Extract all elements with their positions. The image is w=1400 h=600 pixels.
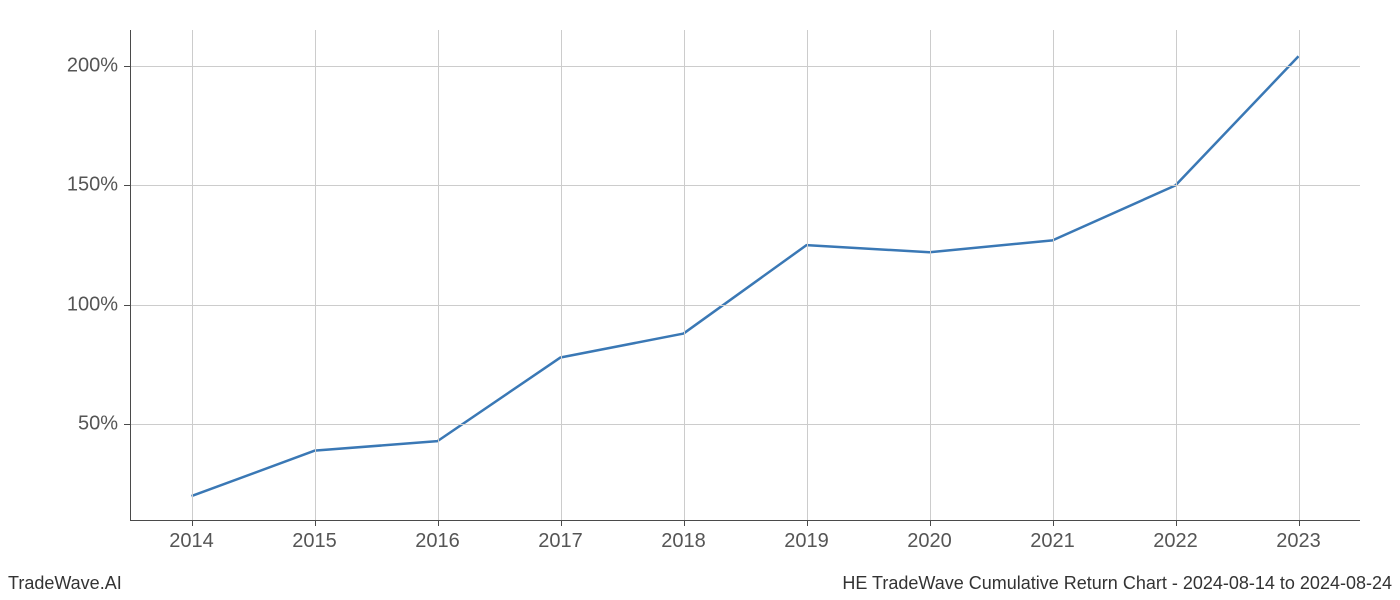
chart-container: TradeWave.AI HE TradeWave Cumulative Ret… — [0, 0, 1400, 600]
x-tick-label: 2019 — [784, 530, 829, 553]
y-tick-label: 50% — [78, 413, 118, 436]
plot-area — [130, 30, 1360, 520]
grid-line-horizontal — [130, 66, 1360, 67]
grid-line-vertical — [438, 30, 439, 520]
grid-line-vertical — [684, 30, 685, 520]
x-tick-label: 2018 — [661, 530, 706, 553]
x-tick-label: 2020 — [907, 530, 952, 553]
x-tick-label: 2022 — [1153, 530, 1198, 553]
grid-line-horizontal — [130, 424, 1360, 425]
y-tick-label: 100% — [67, 293, 118, 316]
x-tick-label: 2016 — [415, 530, 460, 553]
footer-brand: TradeWave.AI — [8, 573, 122, 594]
y-axis-spine — [130, 30, 131, 520]
grid-line-vertical — [1176, 30, 1177, 520]
grid-line-vertical — [930, 30, 931, 520]
grid-line-vertical — [192, 30, 193, 520]
grid-line-vertical — [315, 30, 316, 520]
grid-line-horizontal — [130, 185, 1360, 186]
x-tick-label: 2015 — [292, 530, 337, 553]
grid-line-vertical — [561, 30, 562, 520]
x-tick-label: 2017 — [538, 530, 583, 553]
x-tick-label: 2014 — [169, 530, 214, 553]
x-axis-spine — [130, 520, 1360, 521]
x-tick-label: 2021 — [1030, 530, 1075, 553]
x-tick-label: 2023 — [1276, 530, 1321, 553]
y-tick-label: 150% — [67, 174, 118, 197]
grid-line-vertical — [1299, 30, 1300, 520]
return-line-series — [192, 56, 1299, 496]
grid-line-horizontal — [130, 305, 1360, 306]
footer-caption: HE TradeWave Cumulative Return Chart - 2… — [842, 573, 1392, 594]
grid-line-vertical — [807, 30, 808, 520]
y-tick-label: 200% — [67, 54, 118, 77]
grid-line-vertical — [1053, 30, 1054, 520]
